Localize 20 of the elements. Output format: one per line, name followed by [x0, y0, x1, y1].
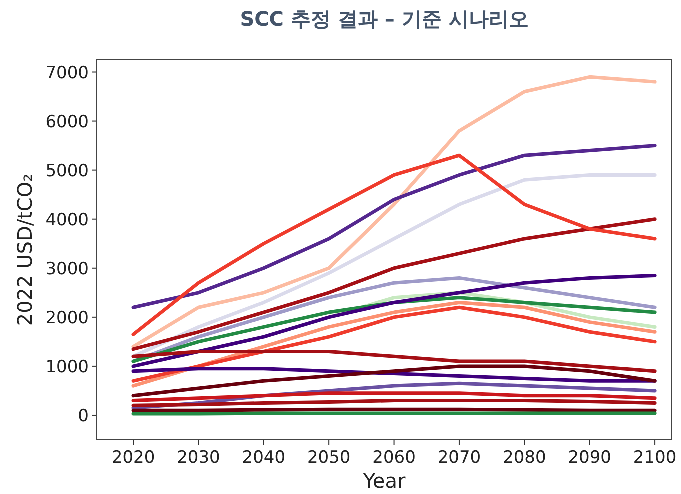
x-tick-label: 2030 [177, 448, 220, 468]
x-tick-label: 2060 [372, 448, 416, 468]
y-tick-label: 5000 [46, 161, 89, 182]
x-tick-label: 2080 [503, 448, 546, 468]
x-tick-label: 2020 [112, 448, 156, 468]
y-tick-label: 4000 [46, 210, 89, 230]
x-tick-label: 2050 [307, 448, 351, 468]
x-tick-label: 2090 [568, 448, 612, 468]
y-axis-title: 2022 USD/tCO₂ [13, 174, 37, 326]
x-axis-title: Year [362, 469, 406, 493]
x-tick-label: 2100 [633, 448, 677, 468]
y-tick-label: 6000 [46, 112, 89, 132]
y-tick-label: 1000 [46, 357, 89, 378]
y-tick-label: 3000 [46, 259, 89, 280]
y-tick-label: 0 [78, 406, 89, 426]
chart-title: SCC 추정 결과 – 기준 시나리오 [240, 7, 529, 31]
y-tick-label: 2000 [46, 308, 89, 328]
y-tick-label: 7000 [46, 63, 89, 84]
x-tick-label: 2040 [242, 448, 286, 468]
x-tick-label: 2070 [438, 448, 482, 468]
